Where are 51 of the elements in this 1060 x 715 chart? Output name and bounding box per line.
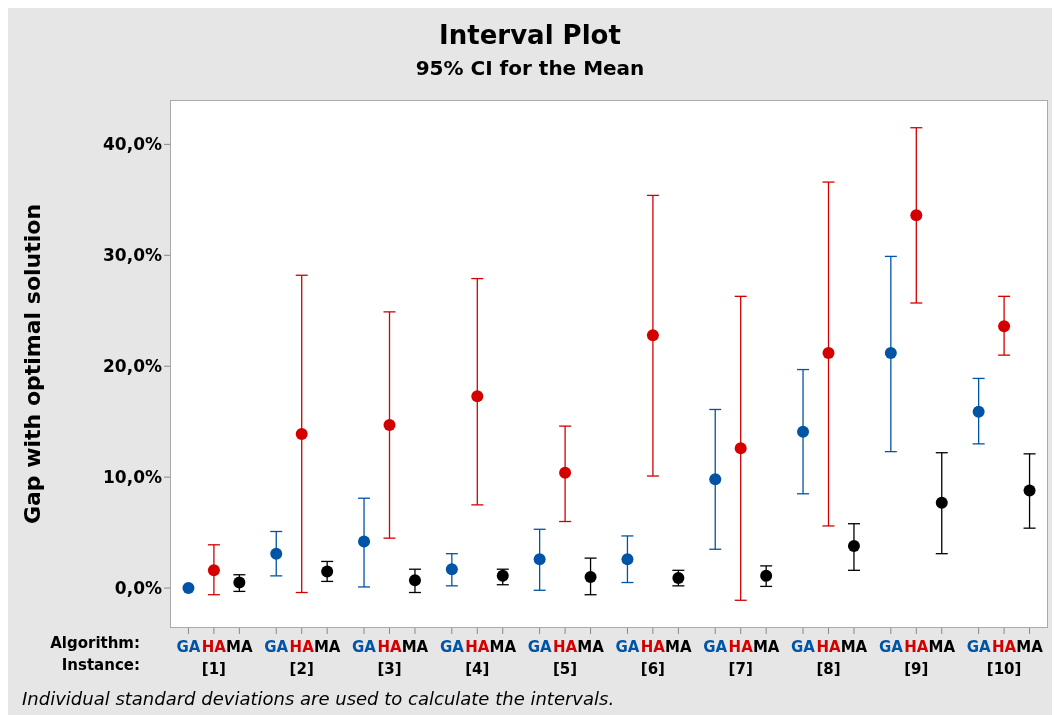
y-tick-label: 20,0% xyxy=(103,356,162,377)
text: HA xyxy=(640,638,665,656)
text: MA xyxy=(226,638,254,656)
y-tick-label: 10,0% xyxy=(103,467,162,488)
text: GA xyxy=(878,638,903,656)
x-tick-label: [10] xyxy=(986,660,1022,678)
x-tick-label: [8] xyxy=(816,660,841,678)
text: HA xyxy=(377,638,402,656)
text: MA xyxy=(489,638,517,656)
chart-subtitle: 95% CI for the Mean xyxy=(414,56,646,80)
text: GA xyxy=(527,638,552,656)
x-tick-label: [3] xyxy=(377,660,402,678)
text: Instance: xyxy=(61,656,140,674)
text: HA xyxy=(289,638,314,656)
y-axis-title: Gap with optimal solution xyxy=(19,203,45,525)
text: Algorithm: xyxy=(50,634,140,652)
text: MA xyxy=(313,638,341,656)
text: HA xyxy=(465,638,490,656)
text: MA xyxy=(665,638,692,656)
chart-title: Interval Plot xyxy=(438,20,622,50)
y-tick-label: 30,0% xyxy=(103,245,162,266)
text: GA xyxy=(176,638,201,656)
text: MA xyxy=(401,638,429,656)
text: HA xyxy=(728,638,753,656)
x-tick-label: [5] xyxy=(553,660,578,678)
text: HA xyxy=(816,638,841,656)
x-tick-label: [1] xyxy=(201,660,226,678)
text: GA xyxy=(615,638,640,656)
y-tick-label: 0,0% xyxy=(114,578,162,599)
x-tick-label: [9] xyxy=(904,660,929,678)
x-tick-label: [7] xyxy=(728,660,753,678)
x-tick-label: [2] xyxy=(289,660,314,678)
text: GA xyxy=(703,638,728,656)
text: HA xyxy=(992,638,1017,656)
text: GA xyxy=(439,638,464,656)
x-tick-label: [4] xyxy=(465,660,490,678)
text: GA xyxy=(264,638,289,656)
text: MA xyxy=(1016,638,1043,656)
text: MA xyxy=(752,638,780,656)
text: GA xyxy=(352,638,376,656)
text: MA xyxy=(928,638,956,656)
text: HA xyxy=(904,638,929,656)
text: HA xyxy=(201,638,227,656)
text: GA xyxy=(791,638,815,656)
text: MA xyxy=(840,638,868,656)
text: Individual standard deviations are used to calculate the intervals. xyxy=(22,688,615,709)
y-tick-label: 40,0% xyxy=(103,134,162,155)
text: HA xyxy=(553,638,578,656)
x-tick-label: [6] xyxy=(640,660,665,678)
text: MA xyxy=(577,638,604,656)
text: GA xyxy=(966,638,991,656)
